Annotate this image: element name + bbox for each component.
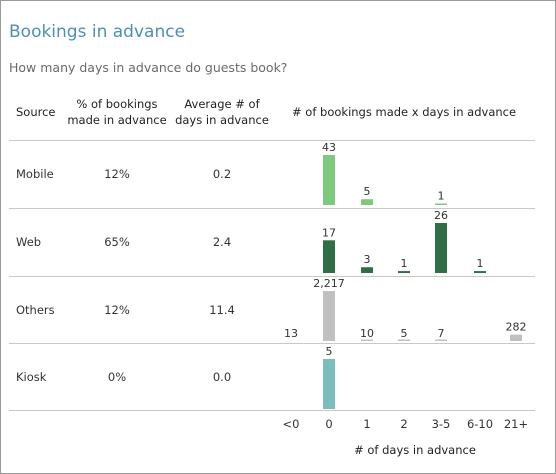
x-tick-label: <0: [282, 417, 300, 431]
row-divider: [9, 343, 535, 344]
x-tick-label: 1: [363, 417, 371, 431]
bar-mobile-4: [435, 203, 447, 205]
bar-label-others-2: 10: [360, 327, 374, 340]
bar-web-4: [435, 223, 447, 273]
bar-label-web-5: 1: [477, 257, 484, 270]
row-avg: 11.4: [209, 303, 235, 317]
header-chart: # of bookings made x days in advance: [292, 105, 517, 119]
row-pct: 65%: [104, 235, 130, 249]
bar-others-2: [361, 339, 373, 341]
bar-web-1: [323, 240, 335, 273]
bar-label-others-3: 5: [401, 327, 408, 340]
bar-label-mobile-1: 43: [322, 141, 336, 154]
x-tick-label: 2: [400, 417, 408, 431]
bar-label-others-4: 7: [438, 327, 445, 340]
bar-label-web-3: 1: [401, 257, 408, 270]
bar-web-5: [474, 271, 486, 273]
row-source: Others: [16, 303, 55, 317]
row-pct: 12%: [104, 167, 130, 181]
dashboard-title: Bookings in advance: [9, 22, 186, 42]
row-divider: [9, 208, 535, 209]
x-tick-label: 6-10: [466, 417, 494, 431]
bar-kiosk-1: [323, 359, 335, 409]
bar-label-mobile-2: 5: [364, 185, 371, 198]
row-divider: [9, 410, 535, 411]
bar-mobile-2: [361, 199, 373, 205]
bar-label-others-0: 13: [284, 327, 298, 340]
row-source: Web: [16, 235, 42, 249]
row-source: Kiosk: [16, 370, 47, 384]
header-avg-line1: Average # of: [184, 97, 260, 111]
bar-label-kiosk-1: 5: [326, 345, 333, 358]
bar-others-4: [435, 339, 447, 341]
x-tick-label: 21+: [503, 417, 529, 431]
bar-label-web-2: 3: [364, 253, 371, 266]
dashboard-subtitle: How many days in advance do guests book?: [9, 60, 288, 75]
row-avg: 0.0: [212, 370, 232, 384]
bar-others-1: [323, 291, 335, 341]
bar-web-3: [398, 271, 410, 273]
row-divider: [9, 140, 535, 141]
x-tick-label: 3-5: [431, 417, 451, 431]
row-pct: 0%: [107, 370, 127, 384]
header-source: Source: [16, 105, 56, 119]
bar-label-others-1: 2,217: [313, 277, 345, 290]
row-divider: [9, 276, 535, 277]
bar-label-others-6: 282: [506, 321, 527, 334]
row-pct: 12%: [104, 303, 130, 317]
bar-label-web-1: 17: [322, 226, 336, 239]
row-avg: 2.4: [212, 235, 232, 249]
header-pct: % of bookings made in advance: [66, 96, 168, 128]
header-avg-line2: days in advance: [175, 113, 269, 127]
header-pct-line1: % of bookings: [76, 97, 158, 111]
bar-others-3: [398, 339, 410, 341]
row-source: Mobile: [16, 167, 54, 181]
x-axis-label: # of days in advance: [354, 443, 476, 457]
x-tick-label: 0: [325, 417, 333, 431]
bar-label-web-4: 26: [434, 209, 448, 222]
header-pct-line2: made in advance: [67, 113, 167, 127]
bar-web-2: [361, 267, 373, 273]
bar-label-mobile-4: 1: [438, 190, 445, 203]
header-avg: Average # of days in advance: [172, 96, 272, 128]
row-avg: 0.2: [212, 167, 232, 181]
bar-mobile-1: [323, 155, 335, 205]
bar-others-6: [510, 334, 522, 341]
